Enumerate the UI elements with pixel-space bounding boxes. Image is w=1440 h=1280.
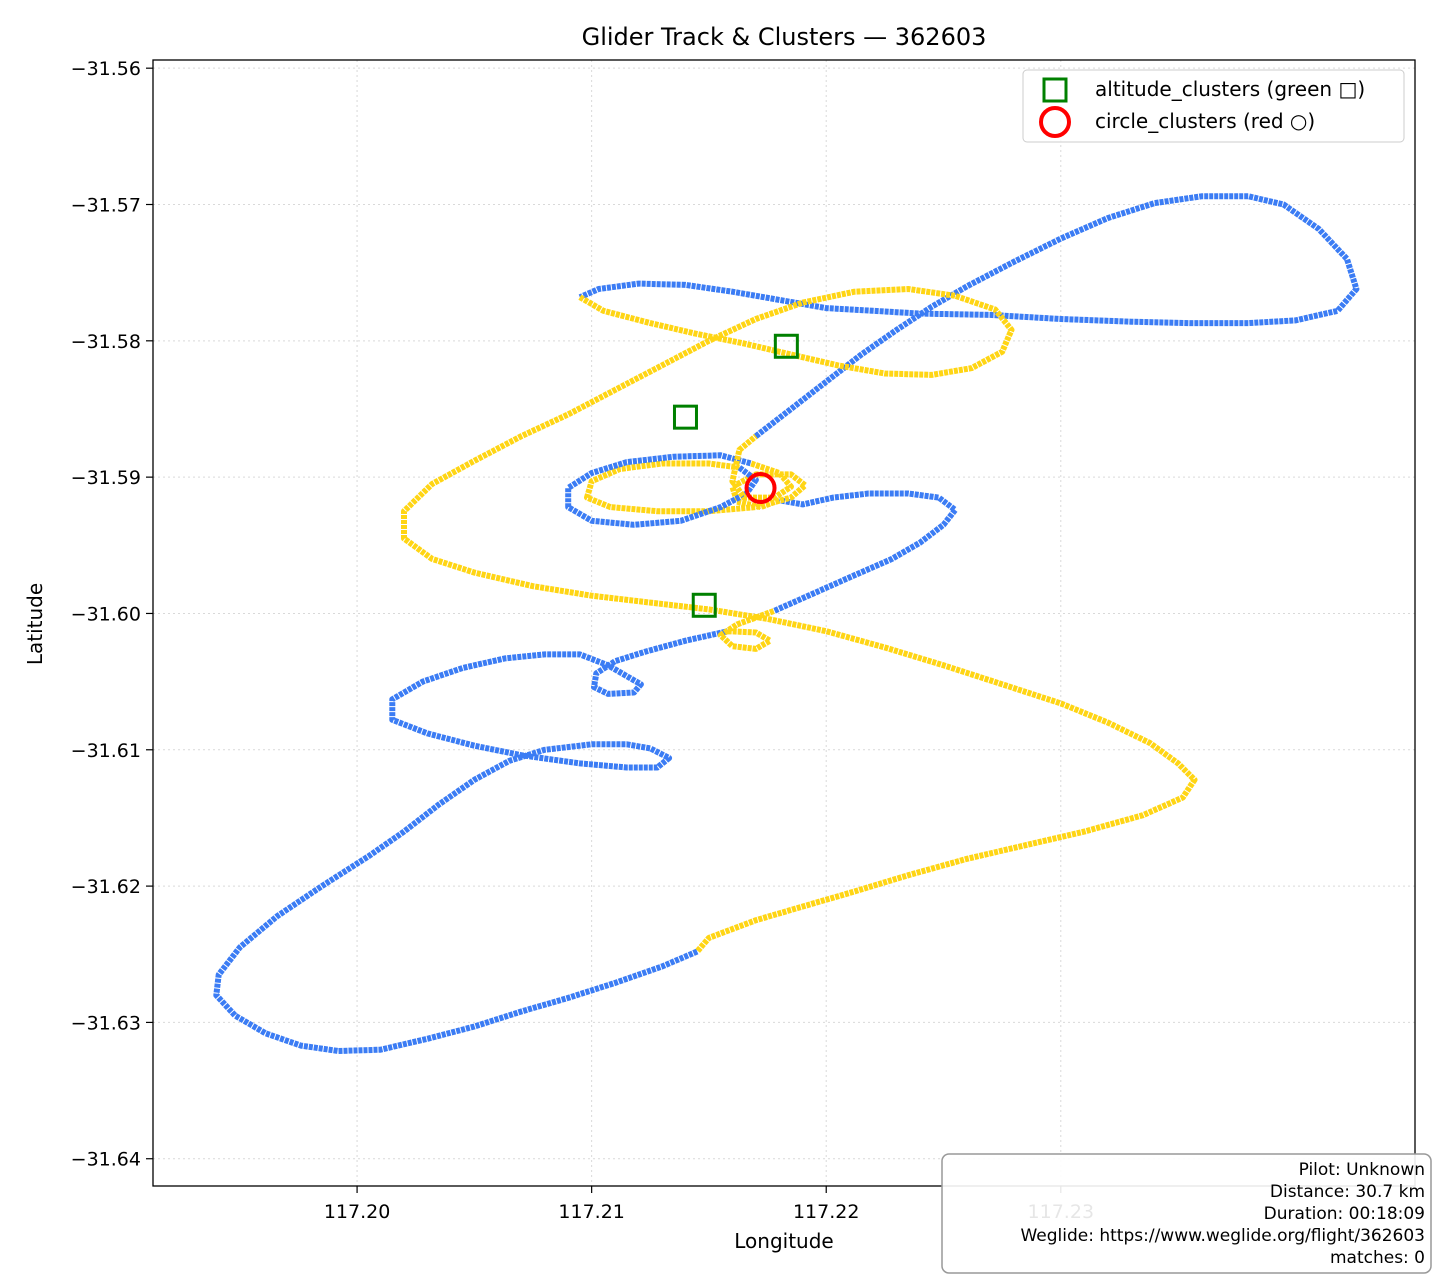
y-axis-ticks: −31.56 −31.57 −31.58 −31.59 −31.60 −31.61 −31.… [71, 58, 153, 1171]
info-duration: Duration: 00:18:09 [1264, 1204, 1425, 1224]
circle-cluster-marker [744, 472, 777, 505]
y-tick-label: −31.56 [71, 58, 141, 80]
track-segment-yellow [584, 460, 809, 515]
legend-label-circle-clusters: circle_clusters (red ○) [1095, 109, 1315, 133]
y-tick-label: −31.61 [71, 740, 141, 762]
y-tick-label: −31.62 [71, 876, 141, 898]
y-tick-label: −31.64 [71, 1149, 141, 1171]
legend: altitude_clusters (green □) circle_clust… [1022, 69, 1405, 143]
chart-title: Glider Track & Clusters — 362603 [582, 23, 987, 51]
track-segment-yellow [401, 286, 1198, 954]
info-distance: Distance: 30.7 km [1270, 1182, 1425, 1202]
legend-label-altitude-clusters: altitude_clusters (green □) [1095, 77, 1365, 101]
x-axis-label: Longitude [734, 1229, 833, 1253]
legend-box [1022, 69, 1405, 143]
y-tick-label: −31.63 [71, 1012, 141, 1034]
cluster-markers [672, 333, 799, 618]
track-segment-blue [578, 193, 1360, 439]
altitude-cluster-marker [672, 404, 698, 430]
track-segment-blue [213, 628, 729, 1054]
track-segment-blue [773, 490, 959, 614]
altitude-cluster-marker [773, 333, 799, 359]
flight-track [213, 193, 1360, 1054]
x-tick-label: 117.20 [324, 1201, 390, 1223]
x-tick-label: 117.21 [558, 1201, 624, 1223]
y-tick-label: −31.58 [71, 331, 141, 353]
x-tick-label: 117.22 [793, 1201, 859, 1223]
y-tick-label: −31.59 [71, 467, 141, 489]
info-matches: matches: 0 [1330, 1248, 1425, 1268]
y-tick-label: −31.57 [71, 194, 141, 216]
y-tick-label: −31.60 [71, 603, 141, 625]
y-axis-label: Latitude [23, 583, 47, 665]
info-weglide: Weglide: https://www.weglide.org/flight/… [1020, 1226, 1425, 1246]
info-pilot: Pilot: Unknown [1299, 1160, 1425, 1180]
legend-circle-icon [1039, 106, 1071, 138]
track-segment-yellow [729, 433, 794, 501]
info-box-frame [941, 1153, 1432, 1274]
track-segment-yellow [717, 607, 776, 652]
altitude-cluster-marker [691, 592, 717, 618]
legend-square-icon [1042, 77, 1068, 103]
plot-frame [152, 59, 1416, 1187]
grid [153, 60, 1415, 1186]
info-box: Pilot: Unknown Distance: 30.7 km Duratio… [941, 1153, 1432, 1274]
